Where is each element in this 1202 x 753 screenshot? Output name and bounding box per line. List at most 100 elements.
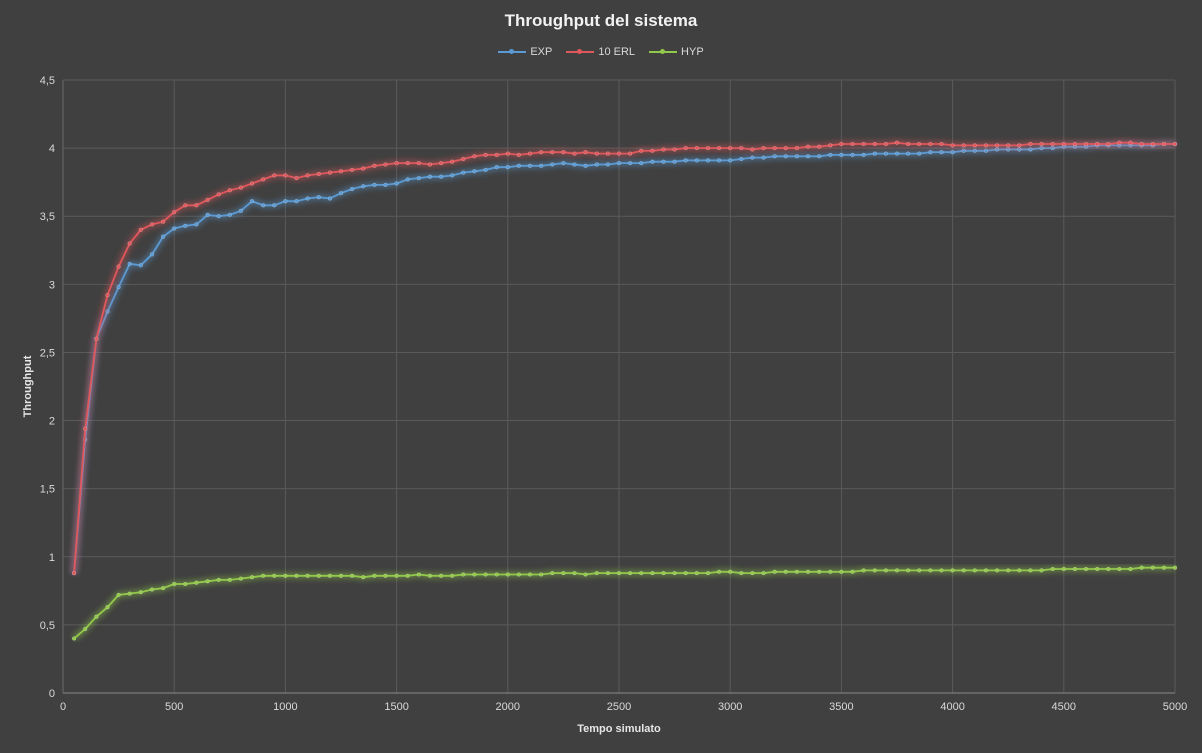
data-point bbox=[539, 572, 544, 577]
data-point bbox=[772, 145, 777, 151]
data-point bbox=[950, 150, 955, 155]
data-point bbox=[1172, 141, 1178, 147]
data-point bbox=[817, 144, 822, 149]
data-point bbox=[216, 577, 221, 583]
data-point bbox=[527, 163, 533, 168]
data-point bbox=[817, 154, 822, 159]
data-point bbox=[605, 570, 611, 576]
data-point bbox=[961, 143, 966, 148]
data-point bbox=[928, 568, 933, 573]
data-point bbox=[427, 162, 433, 167]
data-point bbox=[394, 181, 399, 186]
data-point bbox=[1039, 568, 1044, 573]
data-point bbox=[71, 570, 77, 576]
data-point bbox=[516, 572, 522, 577]
data-point bbox=[127, 261, 132, 267]
x-tick-label: 2500 bbox=[607, 701, 631, 713]
data-point bbox=[1128, 566, 1133, 572]
data-point bbox=[472, 154, 477, 159]
data-point bbox=[1006, 143, 1011, 148]
data-point bbox=[828, 569, 833, 574]
data-point bbox=[461, 572, 466, 577]
legend-label: HYP bbox=[681, 46, 704, 58]
data-point bbox=[261, 573, 266, 578]
data-point bbox=[539, 150, 544, 155]
data-point bbox=[261, 177, 266, 182]
data-point bbox=[172, 209, 177, 215]
data-point bbox=[672, 147, 677, 152]
data-point bbox=[327, 170, 333, 175]
data-point bbox=[839, 569, 844, 574]
data-point bbox=[405, 160, 410, 166]
data-point bbox=[149, 252, 155, 257]
x-tick-label: 4000 bbox=[940, 701, 964, 713]
data-point bbox=[794, 154, 800, 159]
data-point bbox=[1139, 141, 1144, 147]
data-point bbox=[750, 147, 755, 152]
data-point bbox=[872, 141, 877, 147]
data-point bbox=[361, 184, 366, 189]
data-point bbox=[950, 143, 955, 148]
data-point bbox=[728, 569, 733, 574]
data-point bbox=[1117, 566, 1122, 572]
data-point bbox=[194, 203, 199, 208]
data-point bbox=[383, 182, 388, 188]
data-point bbox=[438, 573, 444, 578]
data-point bbox=[894, 140, 900, 145]
data-point bbox=[1072, 141, 1078, 147]
data-point bbox=[160, 234, 166, 239]
data-point bbox=[583, 163, 588, 168]
data-point bbox=[583, 150, 588, 155]
legend-swatch bbox=[498, 47, 527, 57]
data-point bbox=[216, 192, 221, 197]
data-point bbox=[1028, 147, 1033, 152]
data-point bbox=[272, 203, 277, 208]
data-point bbox=[1028, 568, 1033, 573]
data-point bbox=[616, 570, 622, 576]
data-point bbox=[316, 195, 321, 200]
data-point bbox=[327, 573, 333, 578]
data-point bbox=[494, 572, 499, 577]
data-point bbox=[1139, 565, 1144, 570]
data-point bbox=[750, 155, 755, 160]
data-point bbox=[683, 158, 688, 163]
data-point bbox=[805, 569, 811, 574]
data-point bbox=[183, 203, 188, 208]
data-point bbox=[805, 144, 811, 149]
data-point bbox=[783, 145, 788, 151]
data-point bbox=[761, 155, 766, 160]
data-point bbox=[172, 226, 177, 231]
data-point bbox=[728, 158, 733, 163]
data-point bbox=[661, 159, 666, 164]
data-point bbox=[261, 203, 266, 208]
data-point bbox=[283, 199, 288, 204]
data-point bbox=[594, 151, 599, 156]
data-point bbox=[372, 182, 377, 188]
data-point bbox=[705, 570, 711, 576]
data-point bbox=[983, 148, 989, 153]
data-point bbox=[1061, 566, 1066, 572]
data-point bbox=[494, 165, 499, 170]
data-point bbox=[627, 160, 633, 166]
data-point bbox=[1061, 141, 1066, 147]
data-point bbox=[238, 208, 244, 213]
data-point bbox=[450, 159, 455, 164]
data-point bbox=[416, 175, 421, 181]
y-tick-label: 4 bbox=[49, 143, 55, 155]
data-point bbox=[1172, 565, 1178, 570]
data-point bbox=[917, 141, 922, 147]
data-point bbox=[1083, 141, 1089, 147]
data-point bbox=[1095, 141, 1100, 147]
data-point bbox=[950, 568, 955, 573]
data-point bbox=[194, 222, 199, 227]
data-point bbox=[839, 141, 844, 147]
data-point bbox=[227, 212, 232, 218]
data-point bbox=[650, 159, 655, 164]
data-point bbox=[205, 197, 210, 203]
data-point bbox=[238, 185, 244, 190]
data-point bbox=[1083, 566, 1089, 572]
data-point bbox=[683, 145, 688, 151]
data-point bbox=[227, 577, 232, 583]
data-point bbox=[1161, 141, 1167, 147]
